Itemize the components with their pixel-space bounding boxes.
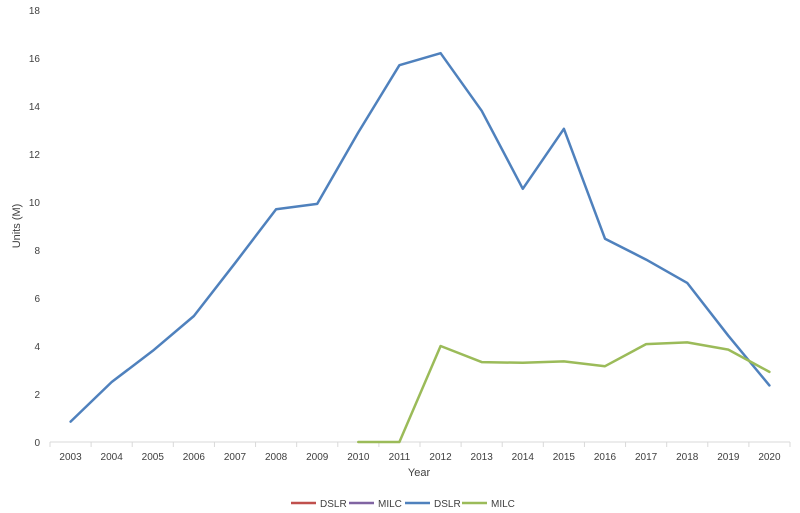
x-tick-label: 2004 xyxy=(101,452,124,463)
y-tick-label: 18 xyxy=(29,6,41,17)
x-tick-label: 2020 xyxy=(758,452,781,463)
y-tick-label: 2 xyxy=(34,390,40,401)
x-tick-label: 2014 xyxy=(512,452,535,463)
x-tick-label: 2015 xyxy=(553,452,576,463)
x-tick-label: 2007 xyxy=(224,452,247,463)
x-tick-label: 2008 xyxy=(265,452,288,463)
x-tick-label: 2011 xyxy=(389,452,411,463)
y-tick-label: 12 xyxy=(29,150,41,161)
x-tick-label: 2016 xyxy=(594,452,617,463)
series-line-4-milc xyxy=(357,341,771,444)
x-tick-label: 2012 xyxy=(429,452,452,463)
legend: DSLR MILC DSLR MILC xyxy=(291,499,515,510)
legend-label: DSLR xyxy=(320,499,347,510)
legend-label: MILC xyxy=(491,499,515,510)
x-tick-label: 2003 xyxy=(59,452,82,463)
series-lines xyxy=(69,51,771,444)
y-tick-label: 16 xyxy=(29,54,41,65)
y-tick-label: 6 xyxy=(34,294,40,305)
y-tick-label: 0 xyxy=(34,438,40,449)
y-tick-label: 8 xyxy=(34,246,40,257)
x-axis-title: Year xyxy=(408,467,431,479)
x-tick-label: 2013 xyxy=(471,452,494,463)
y-tick-label: 14 xyxy=(29,102,41,113)
x-tick-label: 2017 xyxy=(635,452,658,463)
y-axis-title: Units (M) xyxy=(11,204,23,249)
x-tick-label: 2019 xyxy=(717,452,740,463)
y-tick-label: 10 xyxy=(29,198,41,209)
x-axis-ticks: 2003 2004 2005 2006 2007 2008 2009 2010 2011 2012… xyxy=(49,442,791,463)
x-tick-label: 2006 xyxy=(183,452,206,463)
y-axis-ticks: 0 2 4 6 8 10 12 14 16 18 xyxy=(29,6,41,449)
legend-label: DSLR xyxy=(434,499,461,510)
series-line-3-dslr xyxy=(69,51,771,423)
y-tick-label: 4 xyxy=(34,342,40,353)
x-tick-label: 2009 xyxy=(306,452,329,463)
legend-label: MILC xyxy=(378,499,402,510)
x-tick-label: 2018 xyxy=(676,452,699,463)
x-tick-label: 2010 xyxy=(347,452,370,463)
x-tick-label: 2005 xyxy=(142,452,165,463)
